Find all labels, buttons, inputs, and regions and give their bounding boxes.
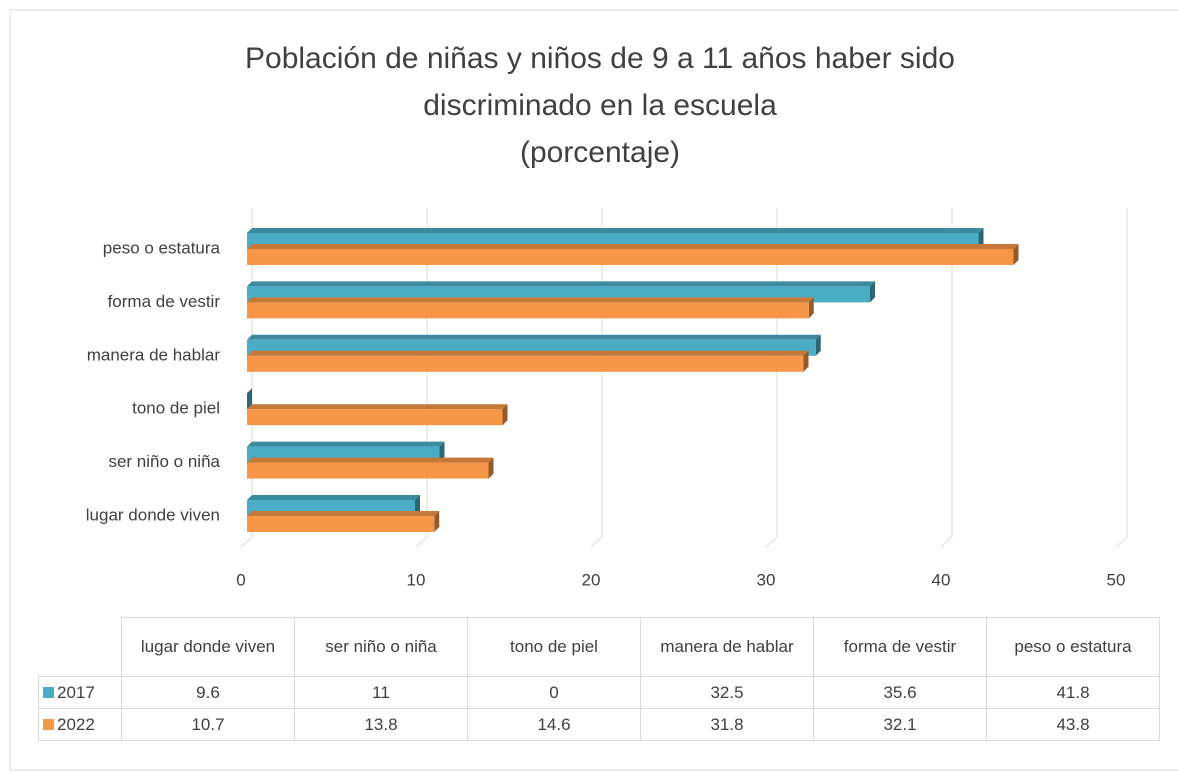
table-cell: 43.8 [986, 708, 1160, 741]
bar [247, 457, 494, 479]
bar [247, 511, 440, 532]
table-header: forma de vestir [813, 617, 987, 677]
bar-face [247, 281, 875, 287]
bar-face [247, 355, 804, 372]
bar-face [247, 388, 252, 410]
table-header: lugar donde viven [121, 617, 295, 677]
x-tick-label: 50 [1107, 570, 1126, 589]
table-cell: 9.6 [121, 676, 295, 709]
grid-line [765, 536, 778, 548]
data-table: lugar donde viven ser niño o niña tono de … [38, 617, 1160, 741]
y-tick-label: peso o estatura [103, 238, 221, 257]
bar-face [247, 457, 494, 463]
bar-face [803, 350, 809, 372]
y-tick-label: ser niño o niña [108, 452, 220, 471]
bar-face [247, 441, 445, 447]
table-row-label: 2022 [38, 708, 122, 741]
table-cell: 31.8 [640, 708, 814, 741]
table-cell: 10.7 [121, 708, 295, 741]
bar-face [247, 244, 1019, 249]
legend-label: 2017 [57, 682, 95, 702]
bar-face [978, 228, 984, 249]
table-row-label: 2017 [38, 676, 122, 709]
chart-frame [9, 9, 1178, 771]
bar-face [247, 409, 503, 426]
x-tick-label: 20 [582, 570, 601, 589]
bar-face [247, 462, 489, 479]
chart-title: (porcentaje) [520, 136, 680, 169]
table-cell: 0 [467, 676, 641, 709]
bar-face [415, 495, 420, 516]
bar-face [870, 281, 875, 303]
bar-face [247, 511, 440, 516]
legend-swatch [43, 686, 54, 698]
bar-face [247, 249, 1014, 265]
legend-label: 2022 [57, 714, 95, 734]
table-header: manera de hablar [640, 617, 814, 677]
bar [247, 404, 508, 426]
y-tick-label: forma de vestir [108, 292, 221, 311]
y-tick-label: lugar donde viven [86, 505, 220, 524]
grid-line [590, 536, 603, 548]
bar-face [502, 404, 508, 426]
bar-face [247, 516, 435, 532]
y-tick-label: tono de piel [132, 399, 220, 418]
bar [247, 350, 809, 372]
chart-title: discriminado en la escuela [423, 89, 777, 122]
bar-face [247, 297, 814, 303]
bar [247, 244, 1019, 265]
table-cell: 32.1 [813, 708, 987, 741]
bar-face [815, 334, 821, 356]
table-row: 2022 10.7 13.8 14.6 31.8 32.1 43.8 [38, 708, 1160, 741]
bar [247, 388, 252, 410]
legend-swatch [43, 718, 54, 730]
x-tick-label: 40 [932, 570, 951, 589]
grid-line [940, 536, 953, 548]
y-tick-label: manera de hablar [87, 345, 221, 364]
table-corner [39, 618, 122, 677]
table-cell: 11 [294, 676, 468, 709]
table-header: peso o estatura [986, 617, 1160, 677]
bar-face [488, 457, 494, 479]
bar-face [247, 404, 508, 410]
chart-title: Población de niñas y niños de 9 a 11 año… [245, 42, 955, 75]
table-header-row: lugar donde viven ser niño o niña tono de … [39, 617, 1160, 677]
table-header: tono de piel [467, 617, 641, 677]
table-cell: 41.8 [986, 676, 1160, 709]
x-tick-label: 10 [407, 570, 426, 589]
bar-face [247, 302, 809, 319]
table-cell: 35.6 [813, 676, 987, 709]
x-tick-label: 30 [757, 570, 776, 589]
table-cell: 13.8 [294, 708, 468, 741]
bar [247, 297, 814, 319]
bar-face [808, 297, 814, 319]
bar-face [247, 228, 984, 233]
table-row: 2017 9.6 11 0 32.5 35.6 41.8 [38, 676, 1160, 709]
table-header: ser niño o niña [294, 617, 468, 677]
x-tick-label: 0 [236, 570, 245, 589]
bar-face [439, 441, 445, 463]
table-cell: 32.5 [640, 676, 814, 709]
bar-face [247, 334, 821, 340]
bar-face [1013, 244, 1019, 265]
bar-face [247, 495, 420, 500]
grid-line [1115, 536, 1128, 548]
grid-line [240, 536, 253, 548]
grid-line [415, 536, 428, 548]
bar-face [434, 511, 440, 532]
table-cell: 14.6 [467, 708, 641, 741]
bar-face [247, 350, 809, 356]
